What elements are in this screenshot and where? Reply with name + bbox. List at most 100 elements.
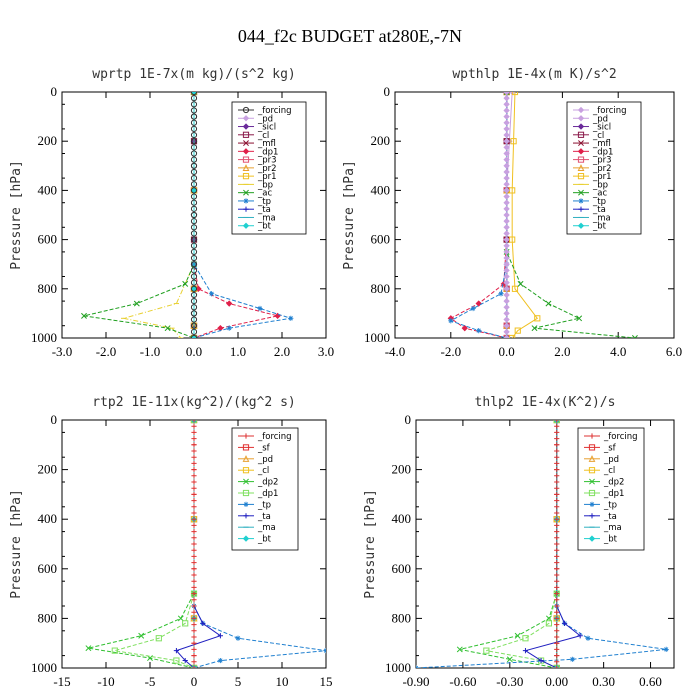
- series-point: [164, 325, 171, 332]
- forcing-marker: [503, 168, 510, 176]
- series-point: [577, 633, 583, 639]
- forcing-marker: [191, 448, 197, 454]
- y-tick-label: 800: [38, 281, 58, 296]
- legend-marker: [577, 173, 585, 180]
- series-point: [476, 328, 482, 334]
- legend-label: _tp: [257, 500, 271, 510]
- legend-marker: [578, 189, 584, 196]
- legend-label: _ta: [592, 205, 606, 215]
- forcing-marker: [503, 304, 510, 311]
- series-point: [323, 648, 326, 654]
- series-point: [155, 635, 162, 642]
- forcing-marker: [554, 529, 560, 535]
- legend-marker: [242, 444, 250, 451]
- x-tick-label: 0.00: [545, 674, 568, 689]
- y-axis-label: Pressure [hPa]: [363, 489, 378, 599]
- forcing-marker: [554, 603, 560, 609]
- forcing-marker: [554, 491, 560, 497]
- series-point: [545, 620, 553, 627]
- legend-label: _pd: [592, 114, 608, 124]
- series-point: [631, 335, 638, 338]
- forcing-marker: [190, 92, 198, 96]
- series-point: [226, 300, 233, 307]
- forcing-marker: [190, 168, 198, 176]
- forcing-marker: [554, 622, 560, 628]
- forcing-marker: [554, 498, 560, 504]
- forcing-marker: [503, 291, 510, 299]
- figure-title: 044_f2c BUDGET at280E,-7N: [238, 26, 462, 46]
- series-line-ta: [175, 420, 222, 668]
- panel-title: wprtp 1E-7x(m kg)/(s^2 kg): [92, 67, 296, 82]
- forcing-marker: [190, 101, 198, 108]
- legend-label: _forcing: [603, 432, 638, 442]
- legend-marker: [242, 106, 250, 114]
- y-tick-label: 600: [38, 561, 58, 576]
- y-tick-label: 0: [51, 84, 58, 99]
- legend-marker: [243, 478, 249, 485]
- legend-label: _dp1: [603, 489, 624, 499]
- series-point: [553, 665, 560, 668]
- series-group: [416, 420, 669, 668]
- legend-label: _pr1: [592, 172, 612, 182]
- x-tick-label: 4.0: [610, 344, 626, 359]
- legend-marker: [577, 131, 585, 138]
- forcing-marker: [190, 144, 198, 151]
- legend-marker: [242, 535, 250, 542]
- forcing-marker: [503, 334, 510, 338]
- forcing-marker: [554, 578, 560, 584]
- y-tick-label: 1000: [364, 330, 390, 345]
- forcing-marker: [503, 187, 510, 194]
- forcing-marker: [503, 119, 510, 126]
- legend-label: _sf: [603, 443, 617, 453]
- series-line-dp2: [88, 420, 195, 668]
- legend-marker: [588, 535, 596, 542]
- legend-marker: [242, 131, 250, 138]
- forcing-marker: [554, 572, 560, 578]
- legend-marker: [588, 489, 596, 497]
- forcing-marker: [191, 572, 197, 578]
- legend: _forcing_pd_sicl_cl_mfl_dp1_pr3_pr2_pr1_…: [566, 101, 642, 235]
- forcing-marker: [554, 436, 560, 442]
- legend-marker: [242, 467, 250, 474]
- forcing-marker: [190, 150, 198, 157]
- forcing-marker: [191, 436, 197, 442]
- forcing-marker: [190, 285, 198, 292]
- legend-marker: [243, 140, 249, 147]
- legend-label: _dp1: [592, 147, 613, 157]
- forcing-marker: [503, 131, 510, 139]
- legend-label: _pr1: [257, 172, 277, 182]
- series-point: [288, 315, 294, 321]
- x-tick-label: -0.90: [402, 674, 429, 689]
- y-axis-label: Pressure [hPa]: [342, 160, 357, 270]
- series-point: [545, 300, 552, 307]
- forcing-marker: [503, 254, 510, 262]
- forcing-marker: [190, 273, 198, 280]
- series-point: [257, 305, 263, 312]
- legend-marker: [243, 198, 249, 204]
- forcing-marker: [554, 653, 560, 659]
- forcing-marker: [191, 597, 197, 603]
- series-point: [514, 327, 521, 334]
- forcing-marker: [190, 224, 198, 231]
- series-point: [173, 648, 179, 654]
- legend-marker: [243, 513, 249, 519]
- forcing-marker: [191, 566, 197, 572]
- y-tick-label: 200: [38, 133, 58, 148]
- forcing-marker: [191, 423, 197, 429]
- series-point: [483, 647, 490, 654]
- y-tick-label: 400: [38, 182, 58, 197]
- legend-marker: [243, 501, 249, 507]
- forcing-marker: [190, 156, 198, 163]
- forcing-marker: [190, 131, 198, 139]
- forcing-marker: [190, 267, 198, 274]
- legend: _forcing_sf _pd_cl _dp2_dp1_tp _ta_ma _bt: [577, 427, 645, 551]
- legend-label: _ac: [592, 189, 607, 199]
- y-tick-label: 400: [392, 511, 412, 526]
- forcing-marker: [503, 125, 510, 133]
- forcing-marker: [503, 261, 510, 268]
- legend-label: _forcing: [592, 106, 627, 116]
- series-point: [506, 656, 513, 663]
- legend-marker: [589, 478, 595, 485]
- forcing-marker: [503, 94, 510, 102]
